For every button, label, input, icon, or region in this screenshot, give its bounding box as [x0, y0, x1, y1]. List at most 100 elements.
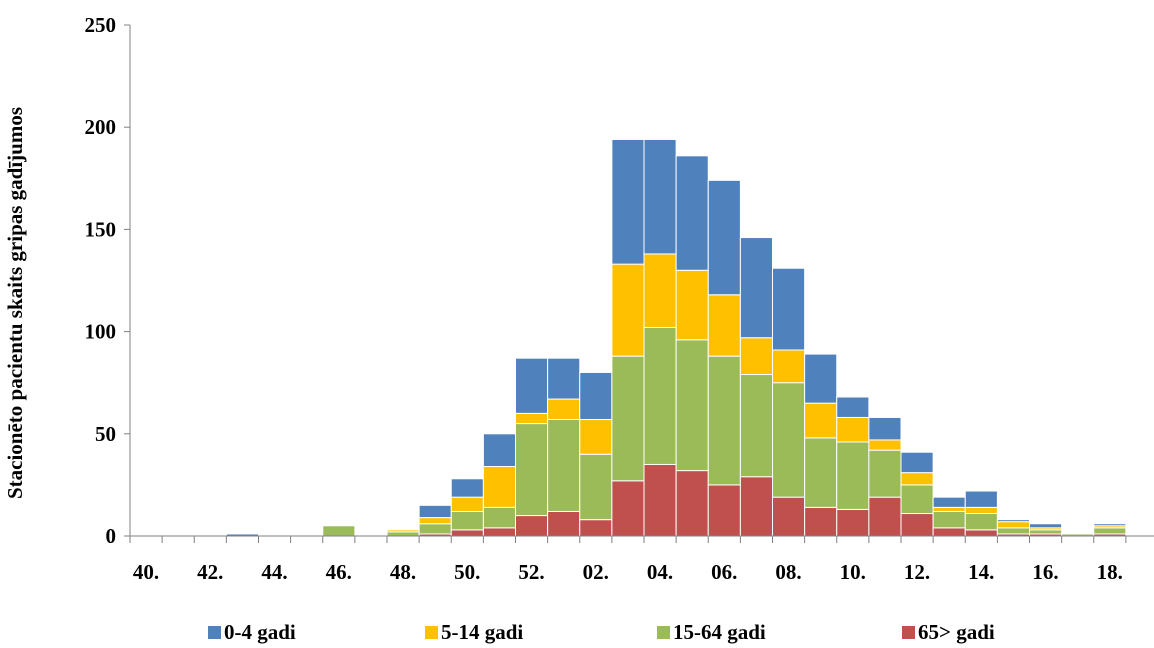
legend-label-0-4: 0-4 gadi [224, 620, 296, 644]
legend: 0-4 gadi 5-14 gadi 15-64 gadi 65> gadi [0, 620, 1154, 648]
bar-segment-06-s2 [707, 294, 741, 357]
bar-segment-14-s1 [964, 513, 998, 531]
bar-segment-16-s3 [1029, 523, 1063, 529]
bar-segment-06-s3 [707, 179, 741, 296]
bar-segment-08-s3 [772, 267, 806, 351]
bar-segment-03-s0 [611, 480, 645, 537]
y-tick-label-200: 200 [85, 115, 117, 139]
bar-segment-05-s0 [675, 470, 709, 537]
legend-item-5-14: 5-14 gadi [425, 620, 523, 645]
bar-segment-08-s1 [772, 382, 806, 498]
x-tick-label-46: 46. [326, 560, 352, 584]
bar-segment-04-s3 [643, 138, 677, 255]
bar-segment-18-s1 [1093, 527, 1127, 535]
bar-segment-14-s0 [964, 529, 998, 537]
legend-item-0-4: 0-4 gadi [208, 620, 296, 645]
bar-segment-10-s2 [836, 416, 870, 443]
stacked-bar-chart: 0 50 100 150 200 250 40. 42. 44. 46. 48. 50. 52. 02. 0… [3, 13, 1154, 584]
x-tick-label-50: 50. [454, 560, 480, 584]
bar-segment-18-s3 [1093, 523, 1127, 527]
bar-segment-15-s1 [996, 527, 1031, 535]
x-tick-label-02: 02. [583, 560, 609, 584]
x-tick-label-44: 44. [261, 560, 287, 584]
bar-segment-08-s2 [772, 349, 806, 384]
bar-segment-11-s0 [868, 496, 902, 537]
bar-segment-01-s0 [547, 510, 581, 537]
bar-segment-10-s0 [836, 508, 870, 537]
y-tick-label-0: 0 [106, 524, 117, 548]
bar-segment-46-s1 [322, 525, 356, 537]
bar-segment-13-s3 [932, 496, 966, 508]
bar-segment-01-s1 [547, 418, 581, 512]
x-tick-label-04: 04. [647, 560, 673, 584]
x-tick-label-18: 18. [1097, 560, 1123, 584]
bar-segment-05-s2 [675, 269, 709, 341]
bar-segment-51-s0 [482, 527, 517, 537]
y-tick-label-100: 100 [85, 320, 117, 344]
bar-segment-11-s1 [868, 449, 902, 498]
x-tick-label-10: 10. [840, 560, 866, 584]
bar-segment-04-s2 [643, 253, 677, 329]
bar-segment-02-s1 [579, 453, 613, 521]
legend-swatch-65plus [902, 626, 915, 639]
x-tick-label-48: 48. [390, 560, 416, 584]
legend-label-65plus: 65> gadi [918, 620, 995, 644]
legend-label-5-14: 5-14 gadi [441, 620, 524, 644]
bar-segment-04-s1 [643, 327, 677, 465]
bar-segment-13-s1 [932, 510, 966, 529]
bar-segment-14-s2 [964, 506, 998, 515]
bar-segment-16-s1 [1029, 529, 1063, 535]
bar-segment-11-s2 [868, 439, 902, 451]
x-tick-label-12: 12. [904, 560, 930, 584]
bar-segment-15-s2 [996, 521, 1031, 529]
bar-segment-02-s2 [579, 418, 613, 455]
bar-segment-03-s2 [611, 263, 645, 357]
x-tick-label-16: 16. [1032, 560, 1058, 584]
bar-segment-06-s0 [707, 484, 741, 537]
legend-label-15-64: 15-64 gadi [673, 620, 766, 644]
x-tick-label-06: 06. [711, 560, 737, 584]
bar-segment-12-s1 [900, 484, 934, 515]
bar-segment-52-s0 [515, 515, 549, 537]
bar-segment-07-s1 [739, 374, 774, 478]
axes-group: 0 50 100 150 200 250 40. 42. 44. 46. 48. 50. 52. 02. 0… [85, 13, 1154, 584]
legend-item-65plus: 65> gadi [902, 620, 995, 645]
bar-segment-01-s3 [547, 357, 581, 400]
bar-segment-48-s1 [386, 531, 420, 537]
bar-segment-09-s0 [804, 506, 838, 537]
bar-segment-49-s2 [418, 517, 452, 525]
bar-segment-52-s3 [515, 357, 549, 414]
bar-segment-02-s0 [579, 519, 613, 537]
bar-segment-51-s3 [482, 433, 517, 467]
bar-segment-02-s3 [579, 371, 613, 420]
x-tick-label-40: 40. [133, 560, 159, 584]
bar-segment-13-s0 [932, 527, 966, 537]
y-axis-label: Stacionēto pacientu skaits gripas gadīju… [3, 107, 27, 499]
bar-segment-01-s2 [547, 398, 581, 420]
bar-segment-07-s3 [739, 237, 774, 339]
bar-segment-03-s3 [611, 138, 645, 265]
bar-segment-03-s1 [611, 355, 645, 482]
bar-segment-49-s3 [418, 504, 452, 519]
legend-swatch-15-64 [657, 626, 670, 639]
y-tick-label-250: 250 [85, 13, 117, 37]
legend-swatch-0-4 [208, 626, 221, 639]
y-tick-label-50: 50 [95, 422, 116, 446]
bar-segment-12-s3 [900, 451, 934, 474]
bars-group [225, 138, 1127, 537]
bar-segment-09-s3 [804, 353, 838, 404]
bar-segment-52-s2 [515, 412, 549, 425]
bar-segment-50-s1 [450, 510, 484, 531]
bar-segment-12-s0 [900, 513, 934, 537]
legend-swatch-5-14 [425, 626, 438, 639]
bar-segment-52-s1 [515, 423, 549, 517]
bar-segment-12-s2 [900, 472, 934, 486]
bar-segment-05-s1 [675, 339, 709, 472]
bar-segment-09-s2 [804, 402, 838, 439]
bar-segment-09-s1 [804, 437, 838, 508]
bar-segment-04-s0 [643, 463, 677, 537]
y-tick-label-150: 150 [85, 217, 117, 241]
bar-segment-51-s1 [482, 506, 517, 529]
bar-segment-15-s3 [996, 519, 1031, 523]
bar-segment-50-s2 [450, 496, 484, 512]
